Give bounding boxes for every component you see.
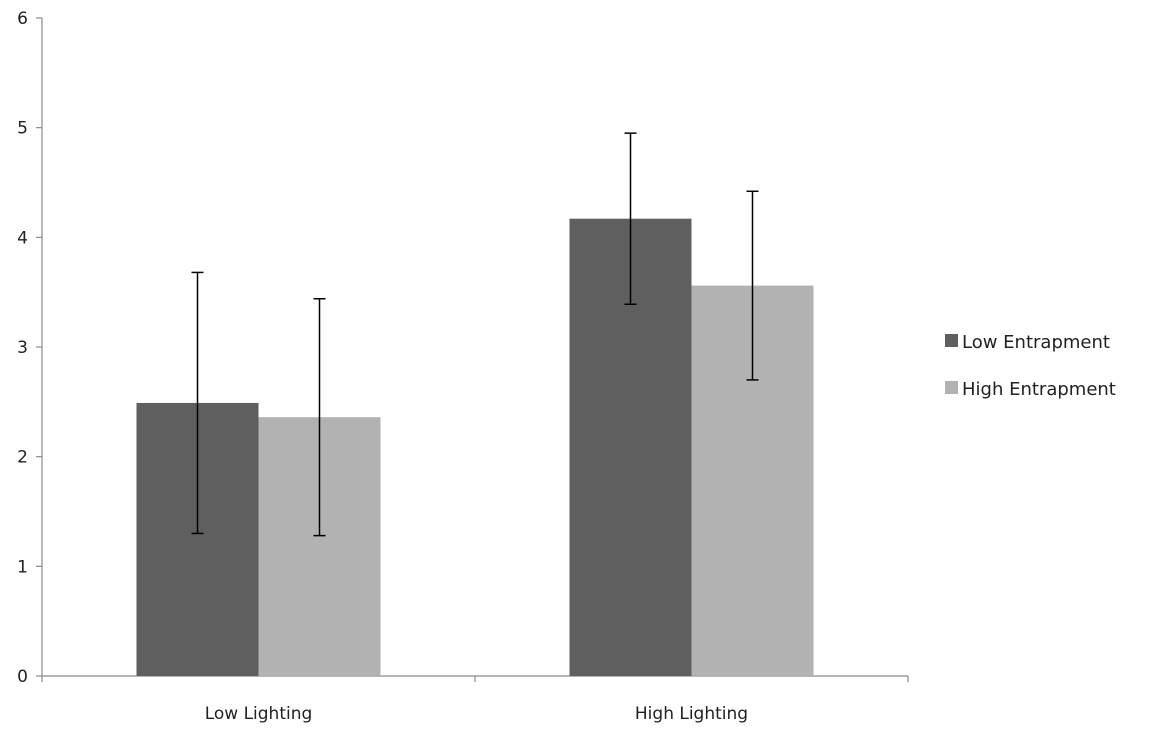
x-category-label: High Lighting <box>635 704 748 724</box>
y-tick-label: 5 <box>17 119 28 139</box>
y-tick-label: 2 <box>17 448 28 468</box>
y-tick-label: 4 <box>17 228 28 248</box>
y-tick-label: 3 <box>17 338 28 358</box>
bars <box>136 218 814 676</box>
y-tick-label: 1 <box>17 557 28 577</box>
legend-swatch <box>945 381 958 394</box>
y-tick-label: 0 <box>17 667 28 687</box>
legend-label: High Entrapment <box>962 379 1116 400</box>
error-bars <box>191 132 759 537</box>
legend-swatch <box>945 334 958 347</box>
x-category-label: Low Lighting <box>205 704 313 724</box>
x-axis-labels: Low Lighting High Lighting <box>205 704 748 724</box>
y-tick-label: 6 <box>17 9 28 29</box>
y-axis-ticks: 0 1 2 3 4 5 6 <box>17 9 42 687</box>
legend-label: Low Entrapment <box>962 332 1110 353</box>
legend: Low Entrapment High Entrapment <box>945 332 1116 400</box>
